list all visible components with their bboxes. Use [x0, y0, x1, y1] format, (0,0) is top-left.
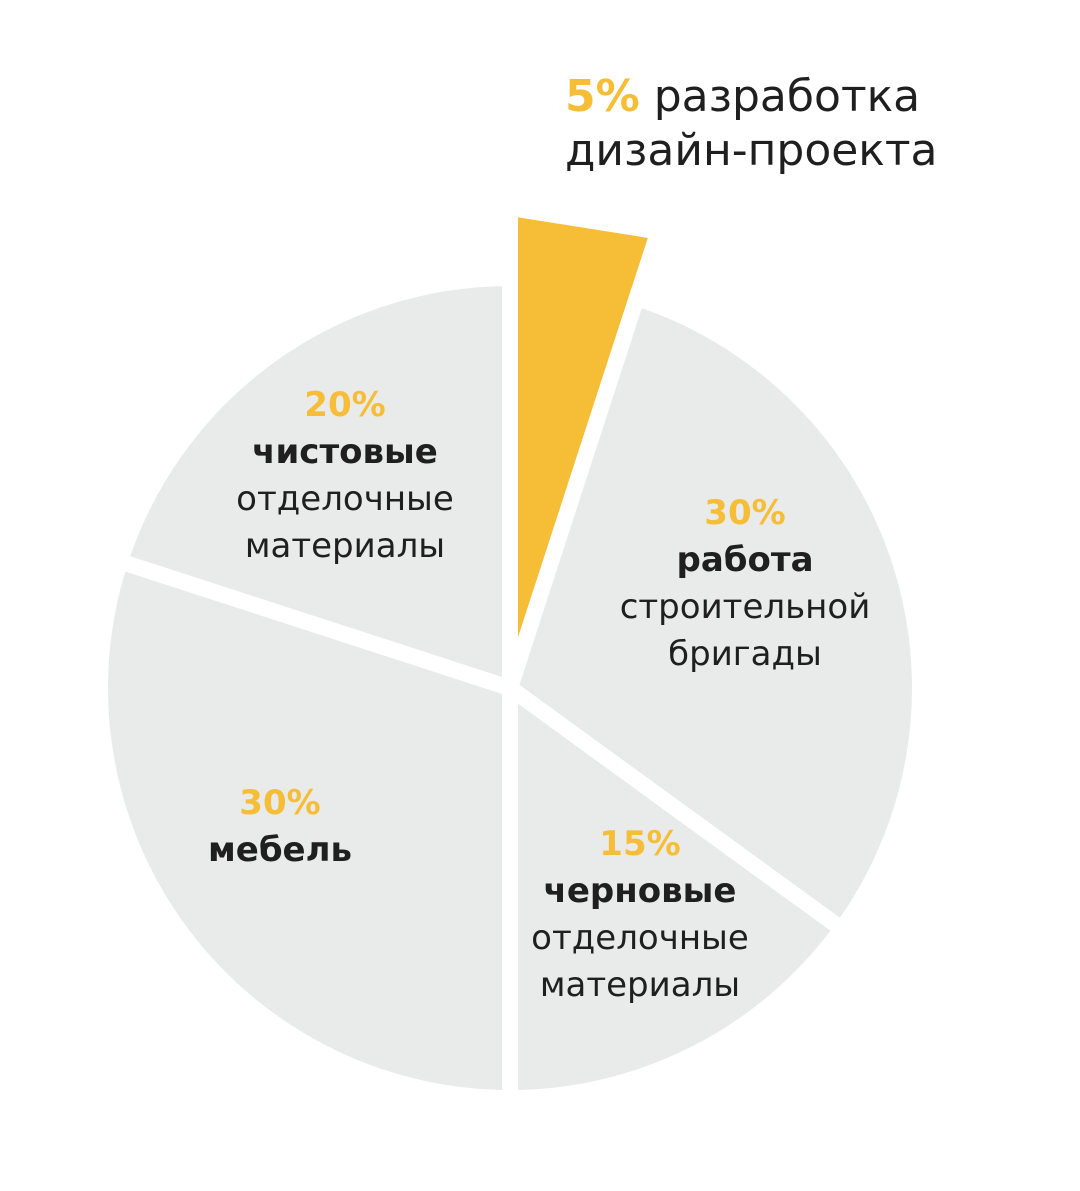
slice-percent-furniture: 30%: [239, 783, 321, 823]
pie-slice-furniture: [92, 551, 518, 1107]
slice-text-rough-line2: материалы: [539, 965, 741, 1005]
slice-percent-finish: 20%: [304, 385, 386, 425]
slice-text-rough-line1: отделочные: [531, 918, 749, 958]
slice-label-design: 5% разработка дизайн-проекта: [565, 70, 937, 178]
slice-percent-design: 5%: [565, 71, 640, 122]
slice-text-design-line2: дизайн-проекта: [565, 125, 938, 176]
slice-label-crew: 30% работа строительной бригады: [600, 490, 890, 678]
slice-text-finish-line1: отделочные: [236, 479, 454, 519]
slice-percent-rough: 15%: [599, 824, 681, 864]
slice-percent-crew: 30%: [704, 493, 786, 533]
slice-label-finish: 20% чистовые отделочные материалы: [210, 382, 480, 570]
slice-text-crew-line2: бригады: [668, 634, 822, 674]
slice-label-rough: 15% черновые отделочные материалы: [505, 821, 775, 1009]
pie-slice-finish: [109, 269, 518, 700]
slice-text-finish-line2: материалы: [244, 526, 446, 566]
slice-text-crew-line1: строительной: [619, 587, 871, 627]
slice-text-design-line1: разработка: [653, 71, 921, 122]
slice-bold-rough: черновые: [543, 871, 737, 911]
pie-slice-crew: [500, 287, 928, 941]
slice-label-furniture: 30% мебель: [160, 780, 400, 874]
slice-bold-crew: работа: [676, 540, 814, 580]
slice-bold-furniture: мебель: [207, 830, 353, 870]
pie-slice-rough: [502, 672, 853, 1107]
slice-bold-finish: чистовые: [252, 432, 438, 472]
